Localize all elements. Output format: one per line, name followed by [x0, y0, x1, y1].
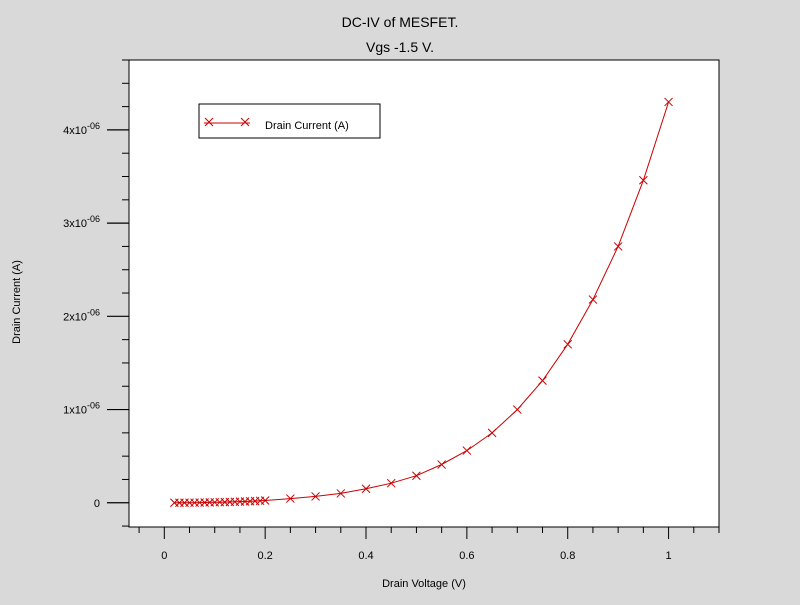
y-tick-exponent: -06	[87, 307, 100, 317]
y-tick-exponent: -06	[87, 401, 100, 411]
data-point-marker	[361, 484, 371, 494]
y-tick-label: 2x10-06	[63, 307, 100, 323]
y-tick-exponent: -06	[87, 214, 100, 224]
x-tick-label: 0.2	[258, 550, 273, 562]
y-tick-label: 3x10-06	[63, 214, 100, 230]
x-axis: 0 0.2 0.4 0.6 0.8 1	[138, 527, 720, 562]
data-point-marker	[437, 460, 447, 469]
data-point-marker	[588, 295, 598, 304]
x-tick-label: 0	[161, 550, 167, 562]
data-point-marker	[512, 405, 522, 414]
chart-title: DC-IV of MESFET.	[342, 14, 459, 30]
y-tick-mantissa: 3x10	[63, 218, 87, 230]
series-drain-current	[170, 97, 673, 508]
y-tick-label: 1x10-06	[63, 401, 100, 417]
data-point-marker	[462, 446, 472, 455]
data-point-marker	[563, 339, 573, 349]
legend-label: Drain Current (A)	[265, 120, 349, 132]
legend: Drain Current (A)	[198, 103, 381, 139]
y-tick-exponent: -06	[87, 121, 100, 131]
data-point-marker	[336, 489, 346, 498]
y-tick-label: 4x10-06	[63, 121, 100, 137]
chart-subtitle: Vgs -1.5 V.	[366, 39, 434, 55]
data-point-marker	[664, 97, 673, 107]
x-tick-label: 0.4	[358, 550, 373, 562]
legend-marker-icon	[204, 117, 250, 127]
y-tick-mantissa: 0	[94, 498, 100, 510]
y-tick-mantissa: 2x10	[63, 311, 87, 323]
data-point-marker	[311, 492, 320, 501]
legend-box	[198, 103, 381, 139]
y-tick-mantissa: 1x10	[63, 405, 87, 417]
y-tick-mantissa: 4x10	[63, 125, 87, 137]
data-point-marker	[487, 428, 497, 438]
x-tick-label: 0.6	[459, 550, 474, 562]
y-tick-label: 0	[94, 498, 100, 510]
x-axis-label: Drain Voltage (V)	[382, 578, 466, 590]
data-point-marker	[386, 478, 396, 488]
data-point-marker	[260, 496, 270, 505]
data-point-marker	[639, 175, 648, 185]
data-point-marker	[412, 471, 421, 481]
data-point-marker	[286, 494, 295, 503]
data-point-marker	[538, 376, 547, 386]
y-axis-label: Drain Current (A)	[11, 260, 23, 344]
x-tick-label: 0.8	[560, 550, 575, 562]
data-point-marker	[613, 242, 623, 251]
x-tick-label: 1	[666, 550, 672, 562]
